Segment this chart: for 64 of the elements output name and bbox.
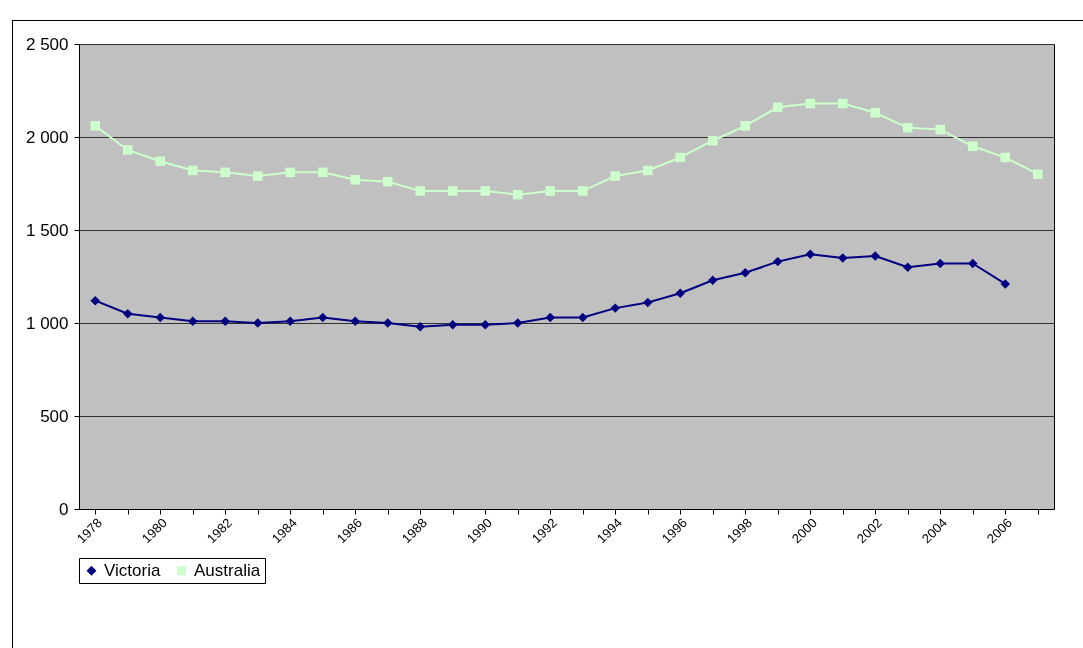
y-tick-label: 1 000 [25, 313, 69, 333]
point [220, 316, 230, 326]
point [415, 186, 425, 196]
point [318, 312, 328, 323]
point [675, 152, 685, 163]
point [610, 171, 620, 181]
point [1033, 169, 1043, 179]
point [740, 121, 750, 131]
point [935, 258, 945, 269]
y-tick-label: 0 [59, 499, 69, 519]
point [740, 268, 750, 278]
point [123, 145, 133, 155]
point [220, 167, 230, 178]
point [350, 316, 360, 326]
point [480, 320, 490, 330]
point [708, 135, 718, 146]
point [545, 312, 555, 323]
point [383, 176, 393, 187]
point [123, 308, 133, 319]
point [968, 141, 978, 152]
point [968, 258, 978, 269]
point [773, 102, 783, 112]
point [415, 321, 425, 332]
point [480, 186, 490, 196]
y-tick-label: 2 000 [25, 127, 69, 147]
point [253, 171, 263, 181]
point [903, 262, 913, 272]
point [805, 98, 815, 109]
point [578, 312, 588, 323]
point [773, 256, 783, 267]
point [285, 167, 295, 178]
point [448, 320, 458, 330]
y-tick-label: 1 500 [25, 220, 69, 240]
point [805, 249, 815, 259]
point [838, 253, 848, 263]
legend-label: Australia [194, 560, 261, 580]
point [448, 186, 458, 196]
point [513, 189, 523, 200]
point [545, 186, 555, 196]
point [155, 156, 165, 166]
point [155, 312, 165, 323]
point [935, 124, 945, 135]
point [643, 165, 653, 176]
y-tick-label: 2 500 [25, 34, 69, 54]
point [318, 167, 328, 178]
point [838, 98, 848, 109]
point [188, 316, 198, 326]
point [1000, 279, 1010, 289]
point [870, 251, 880, 261]
point [610, 303, 620, 313]
point [90, 295, 100, 306]
y-tick-label: 500 [40, 406, 69, 426]
point [675, 288, 685, 298]
point [870, 108, 880, 118]
point [188, 165, 198, 176]
point [578, 186, 588, 196]
point [1000, 152, 1010, 163]
point [350, 175, 360, 185]
point [643, 297, 653, 308]
legend-label: Victoria [104, 560, 161, 580]
point [90, 121, 100, 131]
point [903, 122, 913, 133]
point [708, 275, 718, 285]
point [285, 316, 295, 326]
